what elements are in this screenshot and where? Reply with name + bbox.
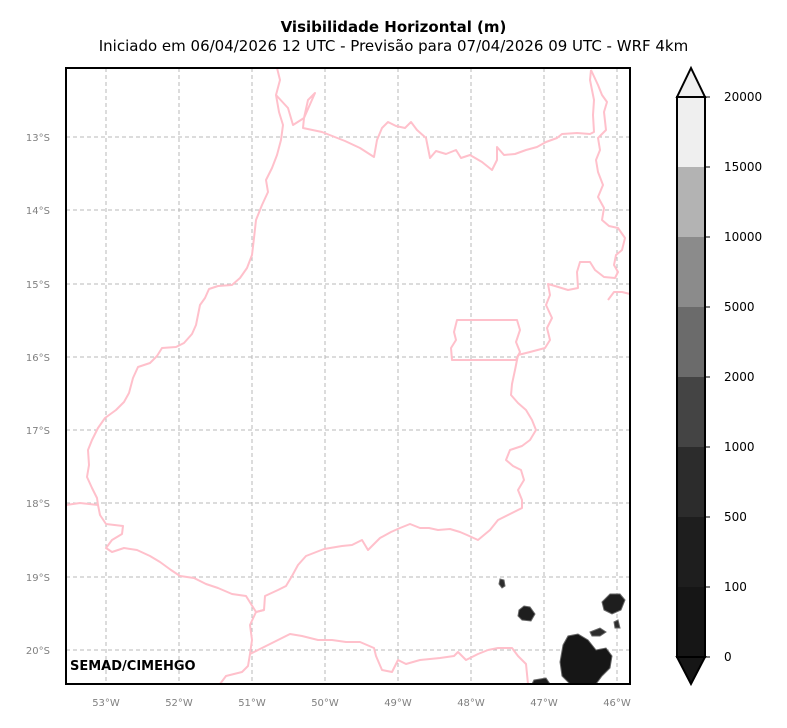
colorbar-tick-label: 500	[724, 510, 747, 524]
credit-label: SEMAD/CIMEHGO	[70, 659, 196, 674]
colorbar-tick-label: 0	[724, 650, 732, 664]
colorbar: 20000 15000 10000 5000 2000 1000 500 100…	[675, 65, 762, 687]
colorbar-extend-min	[675, 656, 707, 687]
colorbar-tick-label: 10000	[724, 230, 762, 244]
lon-label: 53°W	[92, 698, 120, 709]
border-upper-north	[275, 69, 595, 171]
colorbar-tick-label: 20000	[724, 90, 762, 104]
lon-label: 46°W	[603, 698, 631, 709]
lon-label: 48°W	[457, 698, 485, 709]
colorbar-tick-label: 15000	[724, 160, 762, 174]
contour-blob-5	[613, 619, 621, 629]
contour-blob-3	[601, 593, 626, 615]
colorbar-swatch	[677, 307, 705, 377]
colorbar-tick-label: 100	[724, 580, 747, 594]
colorbar-swatch	[677, 237, 705, 307]
contour-blob-4	[589, 627, 607, 637]
lat-axis-labels: 13°S 14°S 15°S 16°S 17°S 18°S 19°S 20°S	[26, 133, 50, 657]
map-title: Visibilidade Horizontal (m)	[280, 18, 507, 36]
lon-label: 47°W	[530, 698, 558, 709]
colorbar-tick-label: 1000	[724, 440, 755, 454]
border-east	[517, 69, 626, 356]
contour-blob-1	[498, 578, 506, 589]
visibility-contours	[498, 578, 626, 685]
map-frame	[65, 67, 631, 685]
colorbar-swatch	[677, 377, 705, 447]
border-northeast-spur	[607, 291, 631, 301]
colorbar-swatch	[677, 587, 705, 657]
map-subtitle: Iniciado em 06/04/2026 12 UTC - Previsão…	[98, 37, 689, 55]
colorbar-swatch	[677, 167, 705, 237]
lat-label: 20°S	[26, 646, 50, 657]
colorbar-tick-label: 5000	[724, 300, 755, 314]
lon-label: 50°W	[311, 698, 339, 709]
lat-label: 14°S	[26, 206, 50, 217]
lon-label: 49°W	[384, 698, 412, 709]
colorbar-tick-label: 2000	[724, 370, 755, 384]
lon-label: 51°W	[238, 698, 266, 709]
lat-label: 13°S	[26, 133, 50, 144]
lon-label: 52°W	[165, 698, 193, 709]
lat-label: 17°S	[26, 426, 50, 437]
border-southeast	[97, 354, 537, 613]
goias-border	[65, 67, 284, 506]
contour-blob-2	[517, 605, 536, 622]
lat-label: 16°S	[26, 353, 50, 364]
contour-blob-6	[559, 633, 613, 685]
colorbar-swatch	[677, 97, 705, 167]
map-area	[66, 68, 630, 684]
lon-axis-labels: 53°W 52°W 51°W 50°W 49°W 48°W 47°W 46°W	[92, 698, 631, 709]
border-south-river	[249, 633, 529, 685]
colorbar-extend-max	[675, 65, 707, 98]
colorbar-swatch	[677, 447, 705, 517]
lat-label: 19°S	[26, 573, 50, 584]
lat-label: 18°S	[26, 499, 50, 510]
colorbar-swatch	[677, 517, 705, 587]
state-borders	[65, 67, 631, 685]
lat-label: 15°S	[26, 280, 50, 291]
